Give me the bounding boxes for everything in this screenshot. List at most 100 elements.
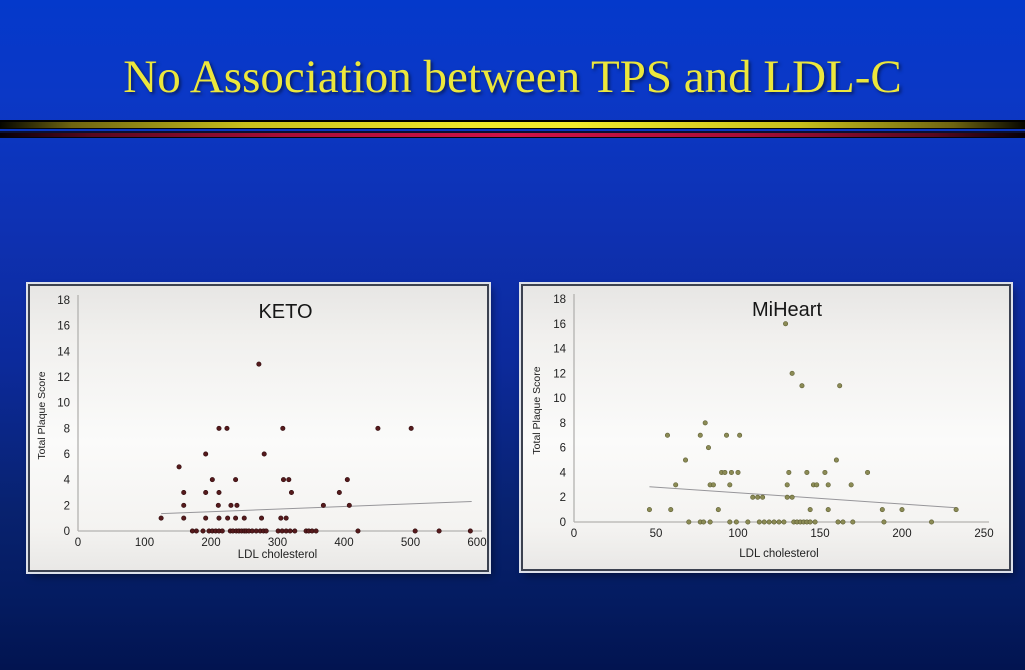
y-tick-label: 2: [64, 500, 70, 512]
scatter-point: [776, 519, 782, 525]
scatter-point: [727, 519, 733, 525]
scatter-point: [292, 528, 298, 534]
y-tick-label: 14: [553, 344, 566, 356]
scatter-point: [701, 519, 707, 525]
scatter-point: [789, 494, 795, 500]
scatter-point: [735, 469, 741, 475]
scatter-point: [412, 528, 418, 534]
y-tick-label: 2: [560, 492, 566, 504]
scatter-point: [259, 515, 265, 521]
scatter-point: [812, 519, 818, 525]
scatter-point: [750, 494, 756, 500]
scatter-point: [233, 515, 239, 521]
scatter-point: [216, 515, 222, 521]
scatter-point: [355, 528, 361, 534]
scatter-point: [879, 507, 885, 513]
scatter-point: [715, 507, 721, 513]
y-tick-label: 8: [560, 418, 566, 430]
y-tick-label: 14: [57, 346, 70, 358]
scatter-point: [181, 490, 187, 496]
separator-yellow-bar: [0, 120, 1025, 129]
scatter-point: [766, 519, 772, 525]
y-tick-label: 16: [553, 319, 566, 331]
scatter-point: [673, 482, 679, 488]
y-tick-label: 12: [57, 372, 70, 384]
scatter-point: [761, 519, 767, 525]
scatter-point: [825, 482, 831, 488]
y-tick-label: 6: [560, 443, 566, 455]
scatter-point: [850, 519, 856, 525]
chart-panel-keto: 0 100 200 300 400 500 600 0 2 4 6 8 10 12 14 16 18 KETO LD…: [28, 284, 489, 572]
scatter-point: [710, 482, 716, 488]
scatter-point: [807, 507, 813, 513]
scatter-point: [375, 425, 381, 431]
scatter-point: [755, 494, 761, 500]
y-tick-label: 18: [57, 295, 70, 307]
scatter-point: [278, 515, 284, 521]
scatter-point: [181, 515, 187, 521]
scatter-point: [929, 519, 935, 525]
scatter-point: [899, 507, 905, 513]
x-tick-label: 100: [728, 528, 747, 540]
chart-title: MiHeart: [752, 299, 822, 321]
scatter-point: [781, 519, 787, 525]
scatter-point: [825, 507, 831, 513]
scatter-point: [436, 528, 442, 534]
scatter-point: [707, 519, 713, 525]
y-tick-label: 12: [553, 368, 566, 380]
scatter-point: [203, 490, 209, 496]
scatter-point: [837, 383, 843, 389]
scatter-point: [728, 469, 734, 475]
scatter-point: [219, 528, 225, 534]
scatter-point: [209, 477, 215, 483]
scatter-point: [745, 519, 751, 525]
scatter-point: [158, 515, 164, 521]
scatter-point: [346, 502, 352, 508]
scatter-point: [733, 519, 739, 525]
scatter-point: [280, 425, 286, 431]
separator-red-bar: [0, 131, 1025, 138]
scatter-point: [702, 420, 708, 426]
scatter-point: [193, 528, 199, 534]
scatter-point: [756, 519, 762, 525]
scatter-point: [280, 477, 286, 483]
scatter-point: [786, 469, 792, 475]
scatter-point: [835, 519, 841, 525]
scatter-point: [225, 515, 231, 521]
chart-title: KETO: [258, 301, 312, 323]
scatter-chart-svg: 0 50 100 150 200 250 0 2 4 6 8 10 12 14 16 18 MiHeart LDL…: [531, 294, 994, 560]
x-tick-label: 200: [892, 528, 911, 540]
scatter-point: [216, 425, 222, 431]
y-axis-label: Total Plaque Score: [36, 371, 48, 459]
scatter-point: [313, 528, 319, 534]
y-tick-label: 4: [64, 475, 71, 487]
scatter-point: [256, 361, 262, 367]
scatter-point: [760, 494, 766, 500]
scatter-point: [807, 519, 813, 525]
scatter-point: [200, 528, 206, 534]
trend-line: [649, 486, 957, 509]
scatter-point: [822, 469, 828, 475]
trend-line: [161, 500, 472, 515]
y-tick-label: 6: [64, 449, 70, 461]
scatter-point: [320, 502, 326, 508]
scatter-point: [668, 507, 674, 513]
chart-panel-miheart: 0 50 100 150 200 250 0 2 4 6 8 10 12 14 16 18 MiHeart LDL…: [521, 284, 1011, 571]
scatter-point: [799, 383, 805, 389]
x-tick-label: 50: [650, 528, 663, 540]
y-tick-label: 10: [553, 393, 566, 405]
scatter-point: [215, 502, 221, 508]
slide-title: No Association between TPS and LDL-C: [123, 51, 902, 103]
scatter-point: [664, 432, 670, 438]
x-axis-label: LDL cholesterol: [238, 549, 317, 561]
scatter-point: [263, 528, 269, 534]
scatter-point: [705, 445, 711, 451]
scatter-point: [216, 490, 222, 496]
scatter-point: [283, 515, 289, 521]
y-tick-label: 16: [57, 321, 70, 333]
scatter-point: [804, 469, 810, 475]
scatter-point: [224, 425, 230, 431]
scatter-point: [953, 507, 959, 513]
scatter-point: [181, 502, 187, 508]
scatter-point: [771, 519, 777, 525]
